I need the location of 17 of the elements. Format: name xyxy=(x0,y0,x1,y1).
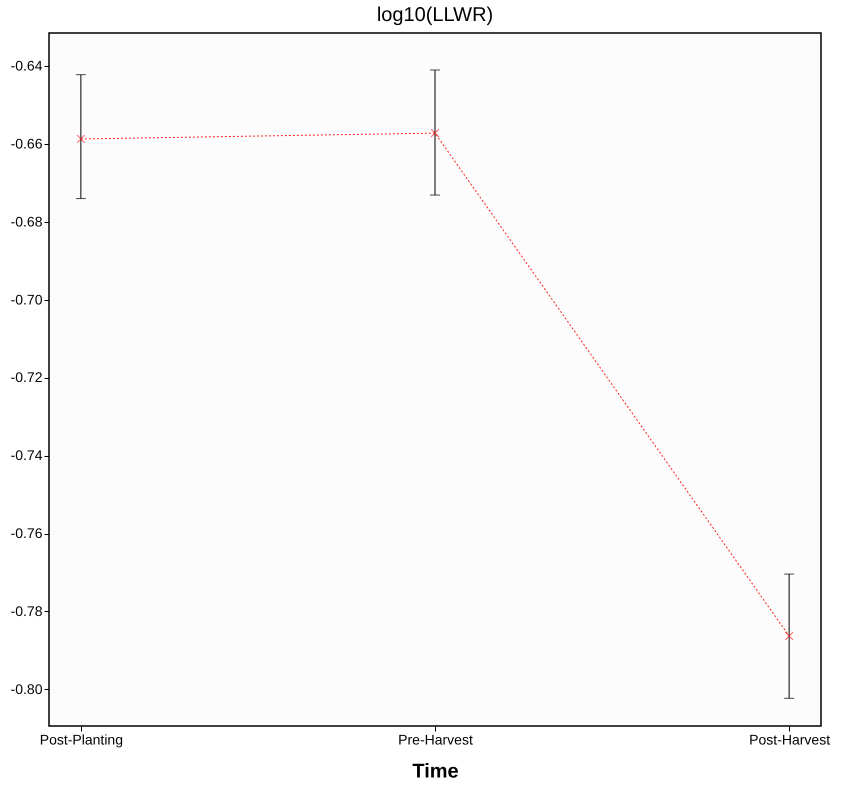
point xyxy=(784,632,794,640)
x-axis-title: Time xyxy=(412,760,459,782)
y-tick-label: -0.80 xyxy=(10,680,43,697)
y-tick-label: -0.68 xyxy=(10,213,43,230)
y-tick-label: -0.66 xyxy=(10,136,43,152)
point xyxy=(430,128,440,138)
x-tick-label: Pre-Harvest xyxy=(398,732,473,748)
x-tick-label: Post-Harvest xyxy=(749,732,830,748)
chart-title: log10(LLWR) xyxy=(376,4,494,26)
y-tick-label: -0.70 xyxy=(10,291,43,308)
y-tick-label: -0.76 xyxy=(10,525,43,542)
x-tick-label: Post-Planting xyxy=(40,732,124,748)
y-tick-label: -0.72 xyxy=(10,369,43,386)
point xyxy=(76,134,86,144)
y-tick-label: -0.64 xyxy=(10,58,43,74)
y-tick-label: -0.74 xyxy=(10,447,43,464)
y-tick-label: -0.78 xyxy=(10,602,43,619)
